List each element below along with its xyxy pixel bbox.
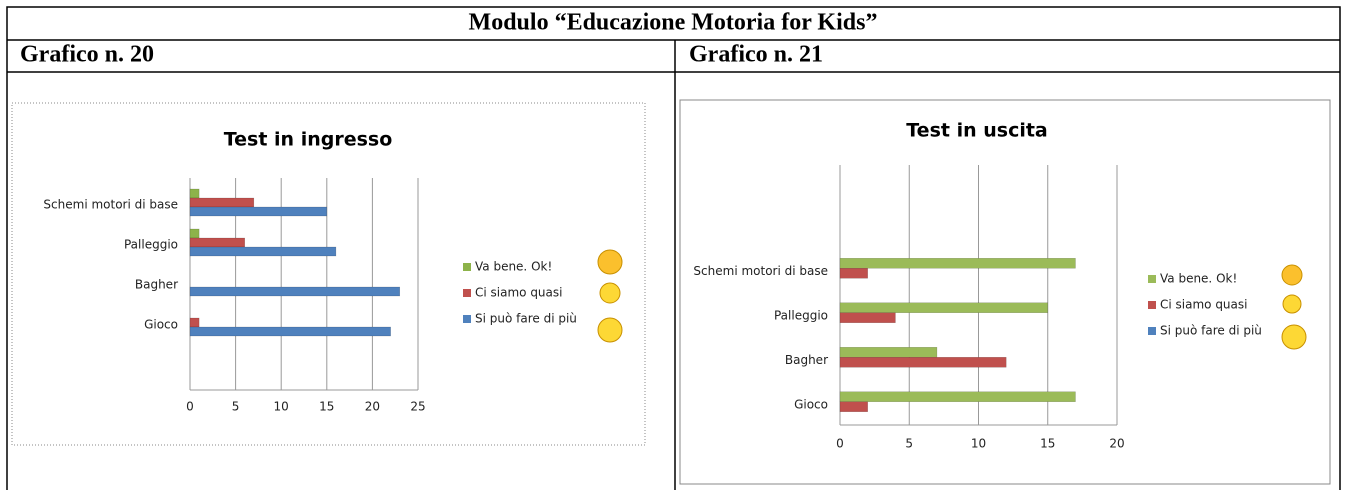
x-tick-label: 0 bbox=[836, 437, 844, 451]
y-tick-label: Bagher bbox=[785, 353, 828, 367]
bar bbox=[839, 268, 868, 279]
y-tick-label: Schemi motori di base bbox=[43, 198, 178, 212]
legend-label: Si può fare di più bbox=[1160, 324, 1262, 338]
chart-frame bbox=[11, 102, 646, 446]
y-tick-label: Palleggio bbox=[124, 238, 178, 252]
legend-swatch bbox=[1148, 301, 1156, 309]
bar bbox=[839, 401, 868, 412]
chart-title: Test in ingresso bbox=[224, 129, 393, 151]
bar bbox=[839, 357, 1007, 368]
bar bbox=[839, 258, 1076, 269]
x-tick-label: 10 bbox=[274, 400, 289, 414]
x-tick-label: 20 bbox=[1109, 437, 1124, 451]
bar bbox=[189, 197, 255, 208]
bar bbox=[839, 391, 1076, 402]
legend-label: Va bene. Ok! bbox=[1160, 272, 1237, 286]
bar bbox=[189, 188, 200, 199]
legend-label: Ci siamo quasi bbox=[1160, 298, 1247, 312]
bar bbox=[839, 347, 938, 358]
chart-frame bbox=[679, 99, 1331, 485]
legend-swatch bbox=[463, 289, 471, 297]
legend-label: Si può fare di più bbox=[475, 312, 577, 326]
legend-swatch bbox=[463, 315, 471, 323]
cell-heading: Grafico n. 20 bbox=[20, 42, 154, 68]
bar bbox=[839, 312, 896, 323]
legend-swatch bbox=[1148, 275, 1156, 283]
table-frame bbox=[6, 6, 1341, 490]
y-tick-label: Schemi motori di base bbox=[693, 264, 828, 278]
bar bbox=[189, 206, 328, 217]
legend-swatch bbox=[463, 263, 471, 271]
x-tick-label: 5 bbox=[232, 400, 240, 414]
bar bbox=[189, 246, 337, 257]
y-tick-label: Bagher bbox=[135, 278, 178, 292]
x-tick-label: 15 bbox=[1040, 437, 1055, 451]
x-tick-label: 0 bbox=[186, 400, 194, 414]
x-tick-label: 20 bbox=[365, 400, 380, 414]
bar bbox=[189, 237, 245, 248]
emoji-icons bbox=[597, 249, 1307, 350]
y-tick-label: Gioco bbox=[144, 318, 178, 332]
y-tick-label: Palleggio bbox=[774, 308, 828, 322]
x-tick-label: 15 bbox=[319, 400, 334, 414]
x-tick-label: 25 bbox=[410, 400, 425, 414]
legend-label: Ci siamo quasi bbox=[475, 286, 562, 300]
bar bbox=[189, 228, 200, 239]
y-tick-label: Gioco bbox=[794, 397, 828, 411]
table-title: Modulo “Educazione Motoria for Kids” bbox=[469, 10, 878, 36]
bar bbox=[189, 286, 401, 297]
cell-heading: Grafico n. 21 bbox=[689, 42, 823, 68]
bar bbox=[839, 302, 1048, 313]
chart-title: Test in uscita bbox=[906, 120, 1048, 142]
bar bbox=[189, 326, 391, 337]
x-tick-label: 5 bbox=[905, 437, 913, 451]
bar bbox=[189, 317, 200, 328]
legend-swatch bbox=[1148, 327, 1156, 335]
x-tick-label: 10 bbox=[971, 437, 986, 451]
legend-label: Va bene. Ok! bbox=[475, 260, 552, 274]
